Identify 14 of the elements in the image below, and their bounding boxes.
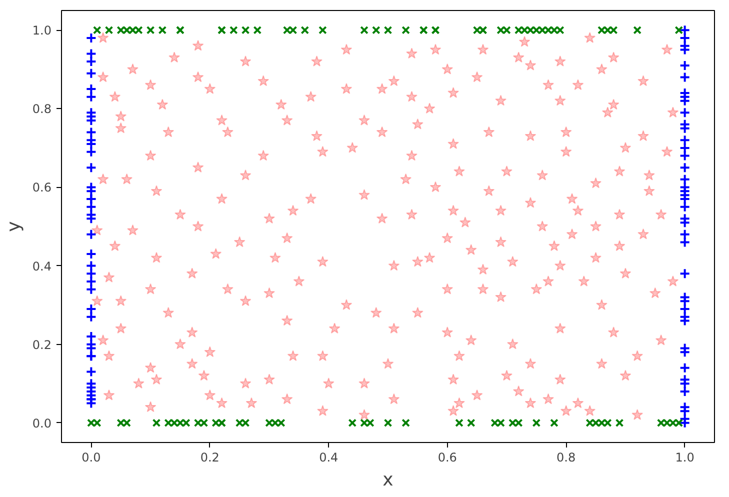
y-tick-label: 0.2 (32, 338, 52, 352)
x-tick-label: 0.2 (200, 450, 220, 464)
x-tick-label: 0.4 (319, 450, 338, 464)
y-tick-label: 1.0 (32, 24, 52, 38)
y-tick-label: 0.4 (32, 259, 52, 274)
y-tick-label: 0.0 (32, 416, 52, 430)
x-tick-label: 0.8 (556, 450, 576, 464)
y-axis-title: y (3, 220, 24, 232)
x-tick-label: 0.6 (438, 450, 457, 464)
x-tick-label: 1.0 (675, 450, 694, 464)
x-tick-label: 0.0 (82, 450, 101, 464)
y-tick-label: 0.8 (32, 102, 52, 116)
x-axis-title: x (382, 470, 394, 490)
y-tick-label: 0.6 (32, 180, 52, 195)
